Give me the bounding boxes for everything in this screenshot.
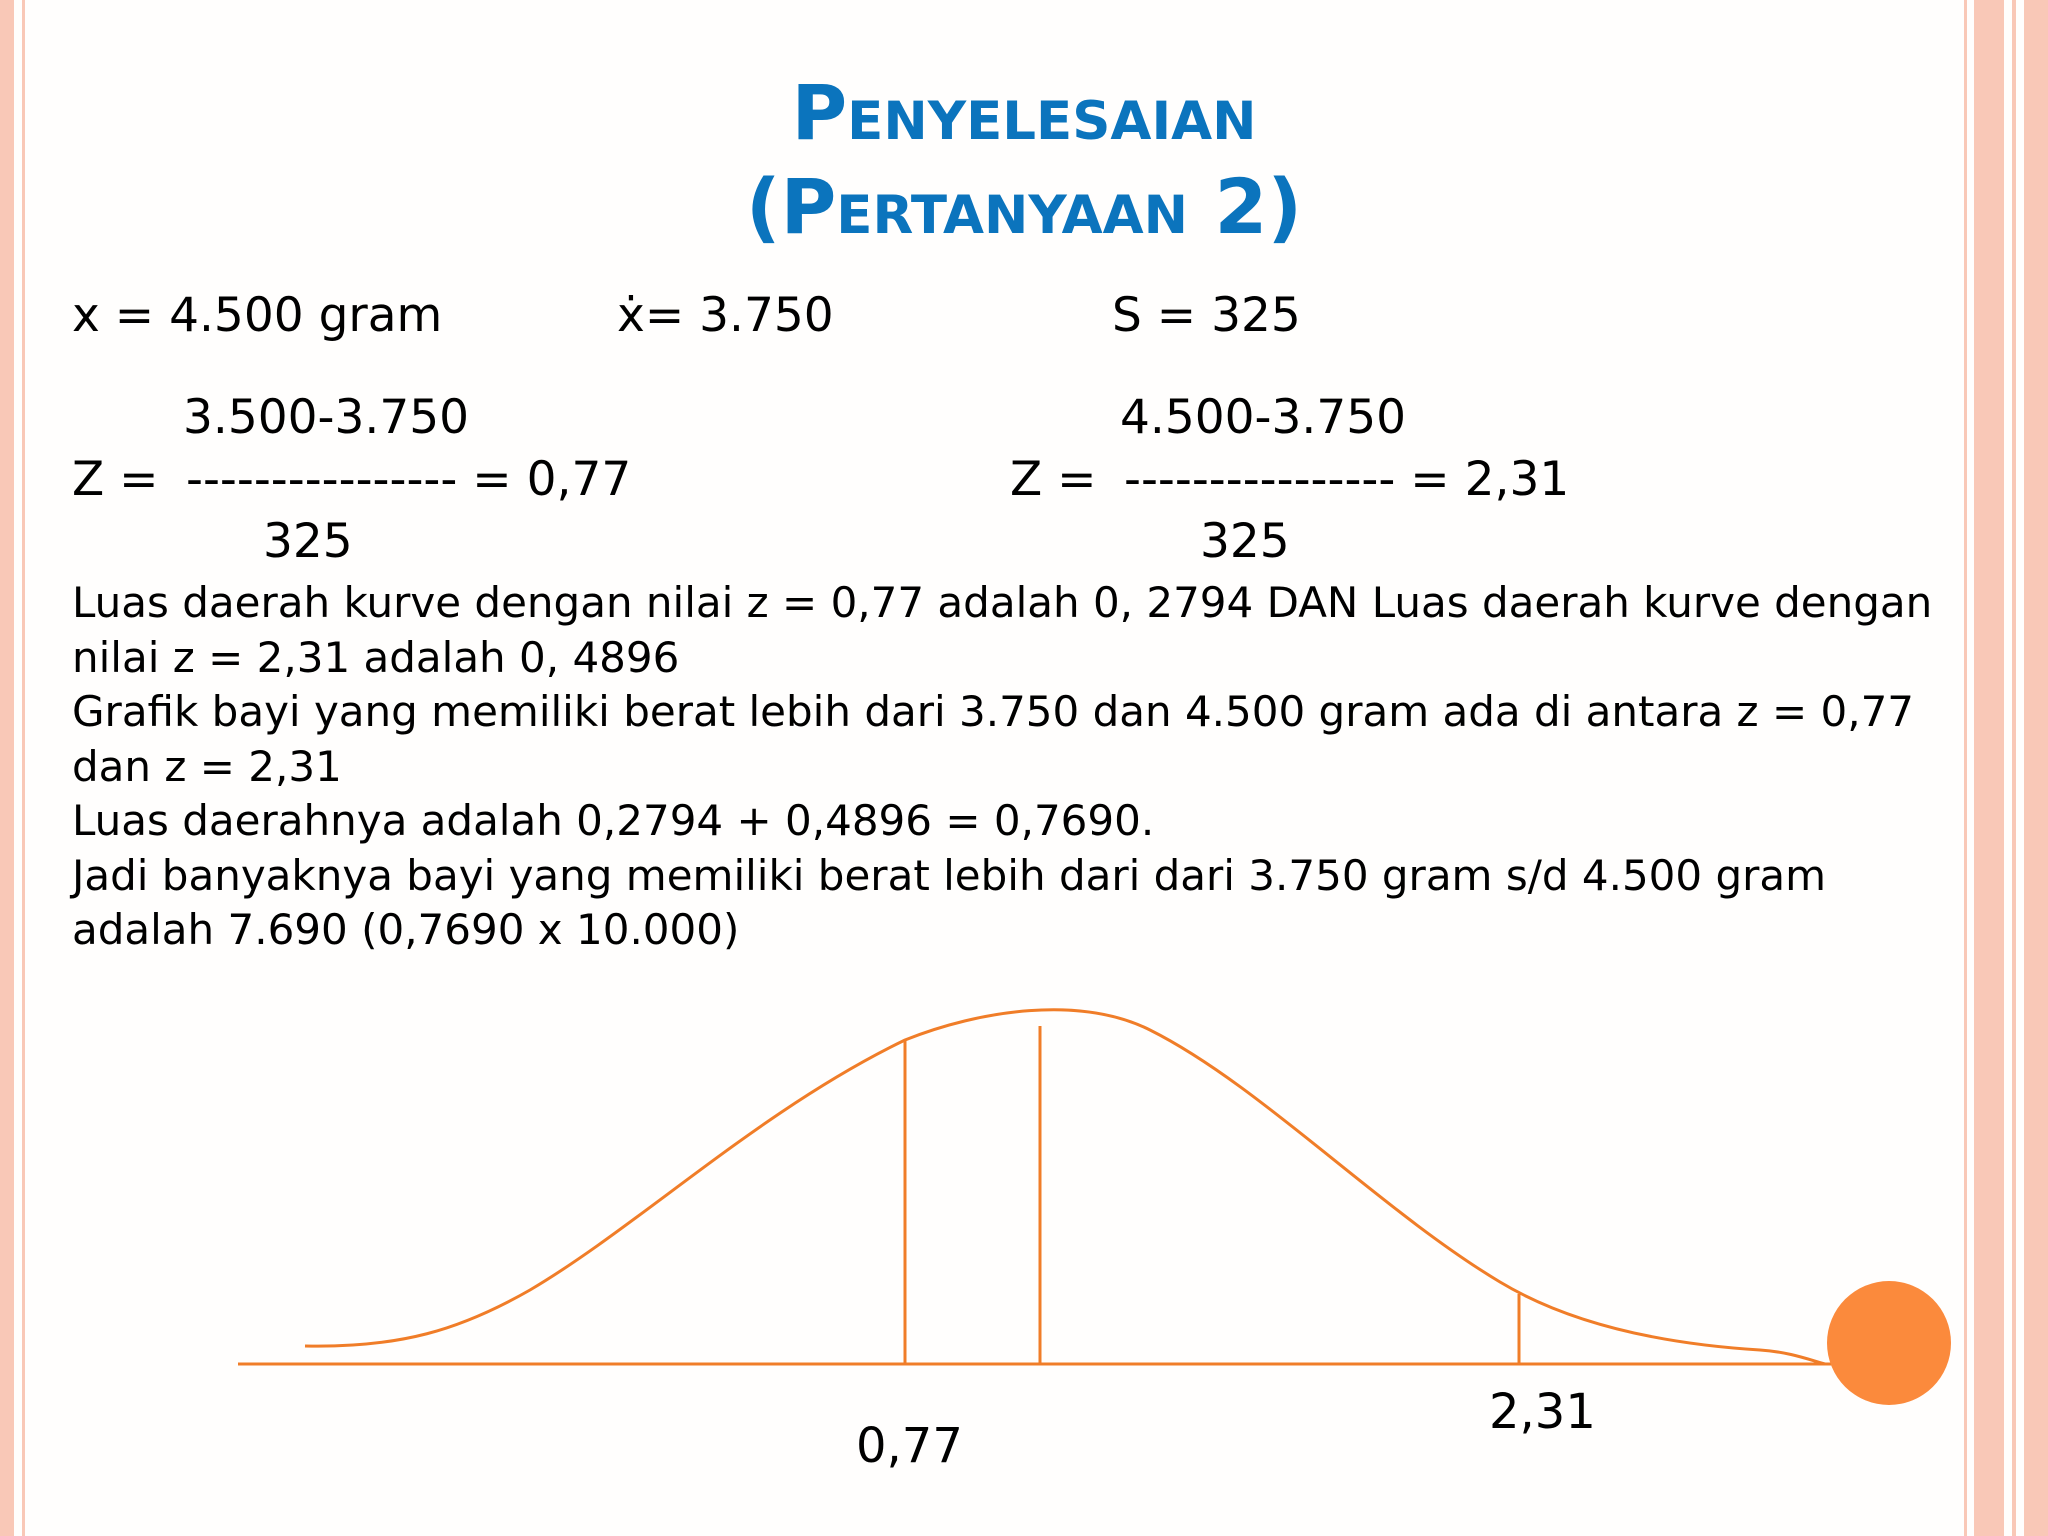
frame-line-left [22,0,25,1536]
paragraph-area-sum: Luas daerahnya adalah 0,2794 + 0,4896 = … [72,796,1155,845]
given-x: x = 4.500 gram [72,288,443,343]
slide-title-line-2: (Pertanyaan 2) [745,162,1303,251]
formula-left-lhs: Z = [72,452,159,507]
formula-right-numerator: 4.500-3.750 [1120,390,1407,445]
formula-left-denominator: 325 [263,514,353,569]
frame-stripe-right-2 [2024,0,2048,1536]
label-z-077: 0,77 [856,1418,963,1474]
slide-title: Penyelesaian (Pertanyaan 2) [0,66,2048,254]
frame-stripe-left [0,0,14,1536]
bell-curve [304,1008,1826,1366]
slide-title-line-1: Penyelesaian [791,68,1257,157]
formula-right-result: ---------------- = 2,31 [1124,452,1570,507]
given-mean: ẋ= 3.750 [617,288,834,343]
formula-right-lhs: Z = [1010,452,1097,507]
given-s: S = 325 [1112,288,1301,343]
formula-right-denominator: 325 [1200,514,1290,569]
frame-line-right [1964,0,1967,1536]
formula-left-numerator: 3.500-3.750 [183,390,470,445]
decorative-orange-dot [1827,1281,1951,1405]
label-z-231: 2,31 [1489,1384,1596,1440]
paragraph-graph-range: Grafik bayi yang memiliki berat lebih da… [72,687,1915,791]
frame-line-right-2 [2012,0,2016,1536]
paragraph-conclusion: Jadi banyaknya bayi yang memiliki berat … [72,850,1827,955]
paragraph-area-values: Luas daerah kurve dengan nilai z = 0,77 … [72,578,1933,682]
frame-stripe-right [1974,0,2004,1536]
explanation-text: Luas daerah kurve dengan nilai z = 0,77 … [72,576,1952,958]
formula-left-result: ---------------- = 0,77 [186,452,632,507]
